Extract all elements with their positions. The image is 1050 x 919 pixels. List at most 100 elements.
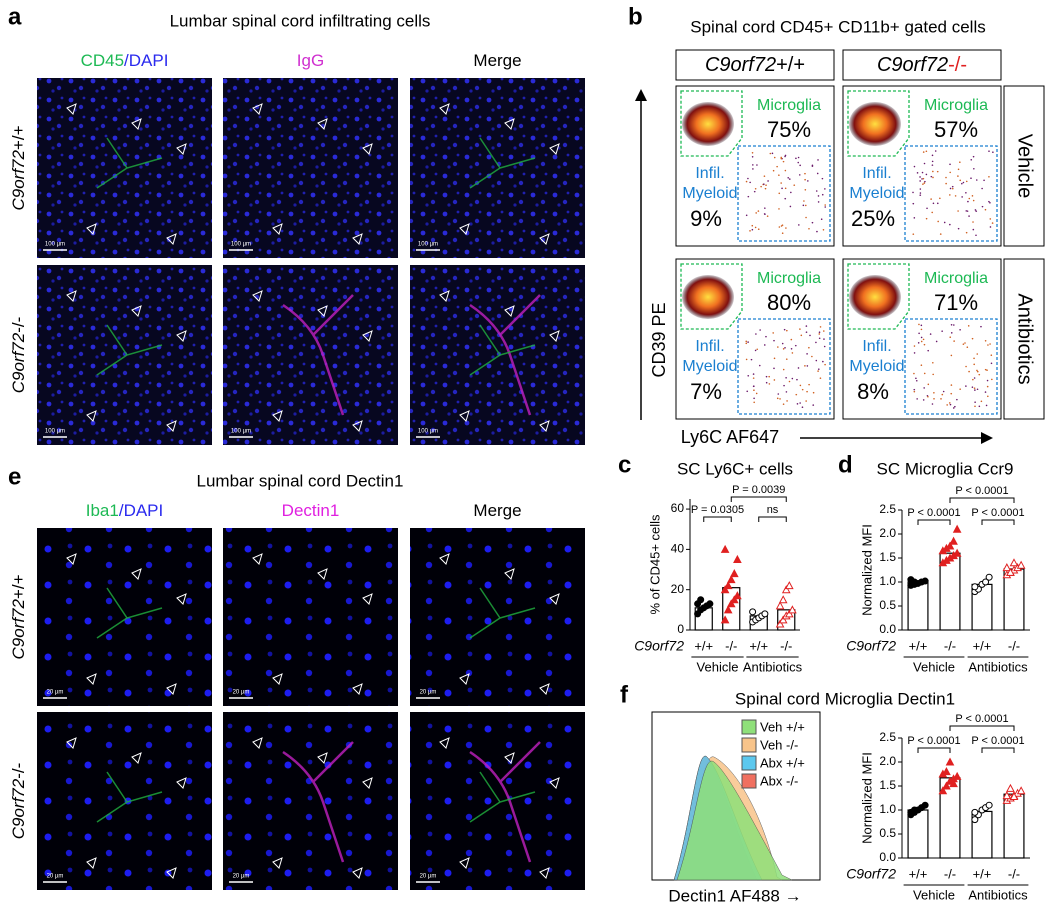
- event: [786, 329, 788, 332]
- column-header: C9orf72+/+: [705, 54, 805, 76]
- event: [932, 373, 934, 376]
- gate: [737, 318, 831, 415]
- arrowhead: [549, 330, 560, 342]
- event: [971, 337, 974, 340]
- genotype: -/-: [9, 763, 28, 779]
- scale-bar-label: 20 µm: [47, 874, 64, 880]
- event: [801, 388, 804, 391]
- gate-label: Myeloid: [849, 358, 904, 375]
- event: [932, 361, 934, 364]
- gene: C9orf72: [9, 599, 28, 660]
- event: [913, 345, 916, 347]
- legend-swatch: [741, 719, 757, 735]
- column-header: Dectin1: [282, 501, 340, 520]
- event: [751, 156, 754, 158]
- x-tick-label: +/+: [973, 638, 992, 653]
- event: [799, 384, 802, 387]
- event: [799, 164, 801, 167]
- event: [773, 379, 776, 381]
- event: [919, 176, 921, 178]
- gate: [904, 145, 998, 242]
- event: [797, 161, 800, 164]
- event: [988, 200, 990, 203]
- scale-bar-label: 100 µm: [418, 242, 438, 248]
- gate-label: Myeloid: [682, 358, 737, 375]
- event: [753, 397, 755, 400]
- event: [974, 405, 976, 408]
- event: [780, 157, 783, 160]
- event: [941, 393, 944, 396]
- event: [916, 172, 919, 174]
- event: [974, 401, 976, 403]
- arrowhead: [504, 118, 515, 130]
- event: [753, 389, 755, 392]
- event: [929, 333, 932, 335]
- event: [937, 220, 939, 223]
- event: [949, 403, 952, 406]
- gate: [847, 90, 910, 157]
- data-point: [910, 578, 918, 586]
- event: [946, 404, 948, 406]
- panel-title: Spinal cord Microglia Dectin1: [735, 689, 955, 708]
- event: [964, 342, 966, 344]
- arrowhead: [459, 673, 470, 685]
- stain: [282, 294, 354, 416]
- event: [784, 155, 786, 158]
- event: [931, 403, 934, 405]
- arrowhead: [362, 593, 373, 605]
- event: [952, 407, 955, 409]
- stain: [469, 294, 541, 416]
- event: [989, 226, 992, 228]
- event: [773, 367, 775, 370]
- event: [797, 367, 800, 369]
- event: [988, 176, 990, 178]
- bar: [939, 552, 961, 631]
- event: [989, 218, 992, 220]
- gate-label: Infil.: [862, 338, 891, 355]
- event: [945, 182, 947, 185]
- data-point: [945, 541, 955, 550]
- data-point: [761, 610, 769, 618]
- arrowhead: [272, 673, 283, 685]
- p-value: P < 0.0001: [971, 735, 1024, 747]
- event: [950, 354, 953, 357]
- panel-letter: d: [838, 451, 853, 478]
- scale-bar-label: 100 µm: [418, 429, 438, 435]
- scale-bar-label: 20 µm: [47, 690, 64, 696]
- event: [923, 343, 926, 346]
- event: [773, 339, 775, 342]
- event: [746, 390, 749, 393]
- event: [949, 187, 952, 190]
- event: [973, 387, 976, 389]
- event: [932, 202, 935, 205]
- data-point: [788, 605, 797, 614]
- event: [959, 328, 961, 331]
- event: [933, 391, 935, 394]
- event: [913, 372, 915, 375]
- treatment-label: Antibiotics: [968, 659, 1028, 674]
- event: [780, 156, 783, 159]
- data-point: [720, 544, 730, 553]
- event: [989, 201, 991, 204]
- event: [930, 175, 933, 178]
- arrowhead: [504, 568, 515, 580]
- treatment-label: Vehicle: [697, 659, 739, 674]
- column-box: [842, 49, 1002, 81]
- event: [984, 208, 987, 211]
- gate-label: Microglia: [924, 270, 988, 287]
- event: [924, 180, 926, 183]
- event: [784, 187, 787, 190]
- event: [925, 173, 928, 176]
- event: [780, 182, 782, 184]
- event: [787, 176, 790, 179]
- event: [954, 195, 957, 197]
- event: [773, 156, 776, 159]
- y-tick-label: 60: [671, 501, 685, 515]
- event: [956, 398, 958, 401]
- axis-label: Normalized MFI: [859, 752, 874, 844]
- gene: C9orf72: [9, 778, 28, 839]
- gate-percent: 80%: [767, 290, 811, 315]
- arrowhead: [352, 233, 363, 245]
- data-point: [971, 808, 979, 816]
- event: [751, 224, 754, 227]
